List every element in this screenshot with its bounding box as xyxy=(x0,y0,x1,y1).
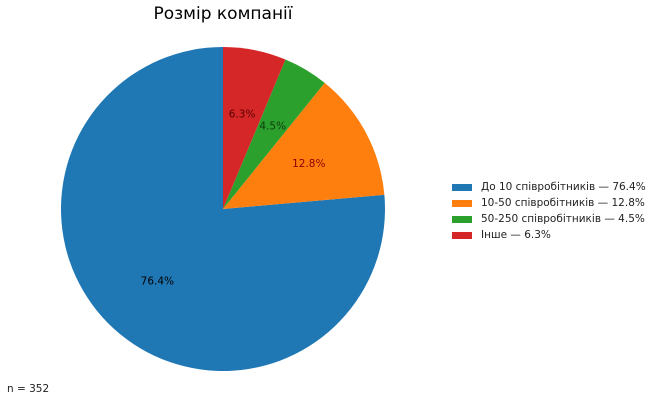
pie-pct-label-1: 12.8% xyxy=(292,158,325,170)
legend-label: 10-50 співробітників — 12.8% xyxy=(481,197,645,209)
legend-swatch xyxy=(452,183,472,191)
pie-slice-0 xyxy=(61,47,385,372)
pie-slice-3 xyxy=(223,47,286,209)
legend-swatch xyxy=(452,199,472,207)
pie-slice-1 xyxy=(223,82,385,209)
legend-item: 10-50 співробітників — 12.8% xyxy=(452,195,646,211)
pie-pct-label-0: 76.4% xyxy=(141,276,174,288)
pie-chart: 76.4% 12.8% 4.5%6.3% xyxy=(61,47,385,372)
pie-slice-2 xyxy=(223,59,325,210)
legend-label: Інше — 6.3% xyxy=(481,229,551,241)
legend-label: До 10 співробітників — 76.4% xyxy=(481,181,646,193)
pie-pct-label-3: 6.3% xyxy=(229,109,256,121)
legend-item: 50-250 співробітників — 4.5% xyxy=(452,211,646,227)
chart-title: Розмір компанії xyxy=(153,4,293,24)
legend-item: Інше — 6.3% xyxy=(452,227,646,243)
legend: До 10 співробітників — 76.4% 10-50 співро… xyxy=(452,179,646,243)
legend-item: До 10 співробітників — 76.4% xyxy=(452,179,646,195)
sample-size-annotation: n = 352 xyxy=(7,383,50,395)
pie-pct-label-2: 4.5% xyxy=(259,120,286,132)
legend-label: 50-250 співробітників — 4.5% xyxy=(481,213,645,225)
legend-swatch xyxy=(452,215,472,223)
legend-swatch xyxy=(452,231,472,239)
